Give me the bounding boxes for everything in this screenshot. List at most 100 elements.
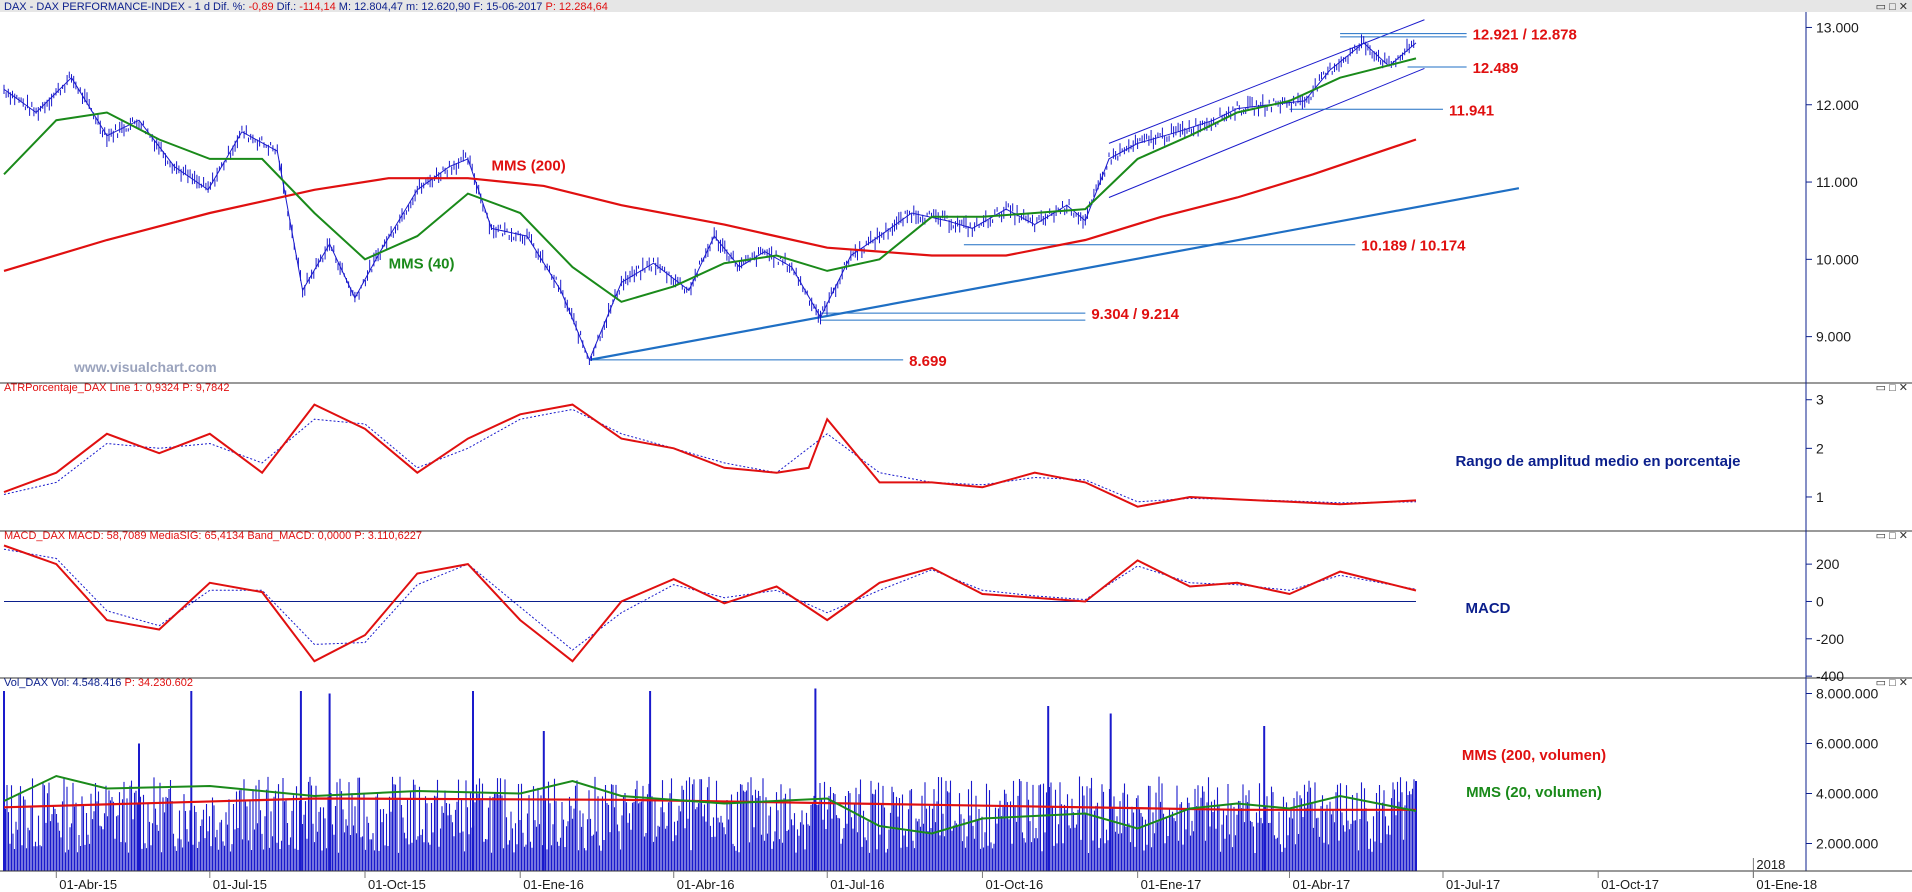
level-label-2: 12.489 [1473,60,1519,77]
price-header-part-1: -0,89 [248,1,273,13]
atr-header-part-1: P: 9,7842 [182,382,229,394]
macd-y-tick-2: 0 [1816,593,1824,609]
year-marker-label: 2018 [1756,857,1785,872]
atr-pane: Rango de amplitud medio en porcentaje [3,403,1741,508]
x-tick-4: 01-Abr-16 [677,877,735,892]
mms40-line [3,57,1417,303]
price-bars-5 [173,161,207,191]
price-header-part-4: M: 12.804,47 m: 12.620,90 F: 15-06-2017 [336,1,546,13]
volume-y-tick-1: 4.000.000 [1816,786,1878,802]
price-bars-31 [946,215,971,238]
x-tick-3: 01-Ene-16 [523,877,584,892]
price-bars-25 [764,246,791,273]
x-tick-9: 01-Jul-17 [1446,877,1500,892]
volume-header: Vol_DAX Vol: 4.548.416 P: 34.230.602 ▭ □ … [0,677,1912,689]
x-tick-0: 01-Abr-15 [59,877,117,892]
atr-window-controls[interactable]: ▭ □ ✕ [1876,382,1908,394]
price-bars-19 [588,289,620,365]
macd-y-tick-0: -400 [1816,668,1844,684]
macd-signal-line [3,548,1417,651]
price-bars-14 [448,149,467,175]
x-axis: 01-Abr-15 01-Jul-15 01-Oct-15 01-Ene-16 01-A… [0,857,1912,892]
level-label-3: 11.941 [1449,102,1494,119]
price-bars-32 [971,206,1005,237]
price-bars-39 [1177,117,1212,138]
price-bars-3 [106,117,138,147]
macd-y-tick-3: 200 [1816,556,1840,572]
volume-y-axis: 2.000.000 4.000.000 6.000.000 8.000.000 [1806,686,1878,852]
volume-y-tick-0: 2.000.000 [1816,836,1878,852]
atr-signal-line [3,408,1417,504]
price-line [3,42,1417,362]
price-y-tick-0: 9.000 [1816,329,1851,345]
atr-header-part-0: ATRPorcentaje_DAX Line 1: 0,9324 [4,382,182,394]
x-tick-1: 01-Jul-15 [213,877,267,892]
price-bars-23 [713,227,738,272]
price-pane: www.visualchart.com 12.921 / 12.878 12.489… [3,19,1577,375]
price-bars-28 [850,227,878,261]
macd-y-tick-1: -200 [1816,631,1844,647]
volume-pane: MMS (200, volumen) MMS (20, volumen) [3,688,1606,871]
price-header-text: DAX - DAX PERFORMANCE-INDEX - 1 d Dif. %… [4,1,608,13]
macd-header: MACD_DAX MACD: 58,7089 MediaSIG: 65,4134… [0,530,1912,542]
price-header: DAX - DAX PERFORMANCE-INDEX - 1 d Dif. %… [0,0,1912,13]
price-window-controls[interactable]: ▭ □ ✕ [1876,1,1908,13]
macd-header-text: MACD_DAX MACD: 58,7089 MediaSIG: 65,4134… [4,530,422,542]
macd-window-controls[interactable]: ▭ □ ✕ [1876,530,1908,542]
volume-bars [3,776,1417,871]
macd-header-part-0: MACD_DAX MACD: 58,7089 MediaSIG: 65,4134… [4,530,354,542]
macd-header-part-1: P: 3.110,6227 [354,530,422,542]
volume-header-part-1: P: 34.230.602 [124,677,193,689]
atr-y-tick-1: 2 [1816,440,1824,456]
mms200-line [3,138,1417,272]
price-y-tick-4: 13.000 [1816,19,1859,35]
volume-note-0: MMS (200, volumen) [1462,747,1606,764]
volume-window-controls[interactable]: ▭ □ ✕ [1876,677,1908,689]
series-label-1: MMS (40) [389,256,455,273]
x-tick-10: 01-Oct-17 [1601,877,1659,892]
level-label-4: 10.189 / 10.174 [1361,238,1466,255]
vol-mms20-line [3,774,1417,835]
atr-header-text: ATRPorcentaje_DAX Line 1: 0,9324 P: 9,78… [4,382,229,394]
atr-note: Rango de amplitud medio en porcentaje [1455,453,1740,470]
x-tick-11: 01-Ene-18 [1756,877,1817,892]
watermark: www.visualchart.com [73,359,217,375]
volume-note-1: MMS (20, volumen) [1466,784,1602,801]
level-label-5: 9.304 / 9.214 [1091,306,1179,323]
atr-header-bg [0,383,1912,391]
volume-spikes [3,688,1417,871]
x-tick-2: 01-Oct-15 [368,877,426,892]
price-bars-17 [526,228,559,292]
macd-y-axis: -400 -200 0 200 [1806,556,1844,684]
price-series-group [3,34,1417,365]
macd-line [3,544,1417,663]
price-channel-line-1 [1108,19,1425,144]
volume-header-bg [0,678,1912,686]
vol-mms200-line [3,797,1416,811]
price-bars-34 [1034,201,1066,233]
price-channel-line-2 [1108,67,1425,198]
atr-y-tick-0: 1 [1816,489,1824,505]
atr-y-axis: 1 2 3 [1806,392,1824,505]
price-y-tick-3: 12.000 [1816,97,1859,113]
price-header-part-0: DAX - DAX PERFORMANCE-INDEX - 1 d Dif. %… [4,1,248,13]
price-header-part-3: -114,14 [299,1,336,13]
macd-note: MACD [1466,600,1511,617]
price-bars-36 [1084,166,1108,226]
price-bars-11 [354,248,379,303]
price-bars-45 [1363,36,1388,69]
price-header-part-5: P: 12.284,64 [545,1,607,13]
price-bars-35 [1066,199,1084,229]
price-bars-4 [138,120,173,174]
x-tick-6: 01-Oct-16 [985,877,1043,892]
price-trend-line-0 [589,187,1520,361]
atr-line [3,403,1417,508]
price-y-axis: 9.000 10.000 11.000 12.000 13.000 [1806,19,1859,345]
price-bars-37 [1108,134,1136,165]
volume-header-part-0: Vol_DAX Vol: 4.548.416 [4,677,124,689]
series-label-0: MMS (200) [492,157,566,174]
price-bars-20 [620,257,652,291]
volume-y-tick-3: 8.000.000 [1816,686,1878,702]
x-tick-5: 01-Jul-16 [830,877,884,892]
